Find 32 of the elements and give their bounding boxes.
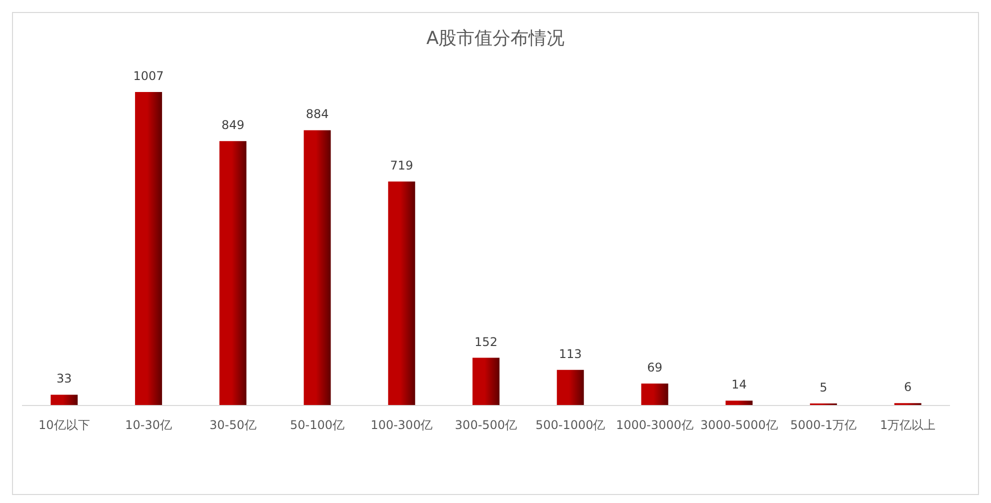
bar — [219, 141, 246, 405]
data-label: 884 — [306, 107, 329, 122]
x-tick-label: 30-50亿 — [209, 418, 256, 432]
bar — [50, 394, 78, 405]
x-tick-label: 1000-3000亿 — [616, 418, 694, 432]
x-tick-label: 300-500亿 — [454, 418, 518, 432]
data-label: 33 — [56, 372, 72, 386]
x-tick-label: 5000-1万亿 — [790, 418, 857, 432]
chart-title: A股市值分布情况 — [426, 28, 565, 49]
x-tick-label: 500-1000亿 — [535, 418, 606, 432]
data-label: 1007 — [133, 69, 164, 83]
x-tick-label: 1万亿以上 — [880, 418, 936, 432]
x-tick-label: 3000-5000亿 — [700, 418, 778, 432]
bar — [135, 92, 162, 405]
x-tick-label: 50-100亿 — [290, 418, 345, 432]
bar — [304, 130, 331, 405]
data-label: 69 — [647, 360, 662, 375]
bar — [726, 400, 753, 405]
x-tick-label: 100-300亿 — [370, 418, 433, 432]
data-label: 14 — [731, 378, 747, 392]
data-label: 152 — [474, 334, 498, 349]
bar — [472, 358, 500, 405]
data-label: 719 — [390, 158, 414, 173]
x-tick-label: 10-30亿 — [125, 418, 172, 432]
bar — [388, 182, 416, 405]
data-label: 849 — [221, 118, 244, 132]
x-tick-label: 10亿以下 — [38, 418, 90, 432]
data-label: 5 — [820, 380, 828, 394]
data-label: 113 — [558, 346, 582, 361]
bar — [641, 384, 668, 405]
data-label: 6 — [904, 380, 912, 394]
bar — [556, 370, 584, 405]
